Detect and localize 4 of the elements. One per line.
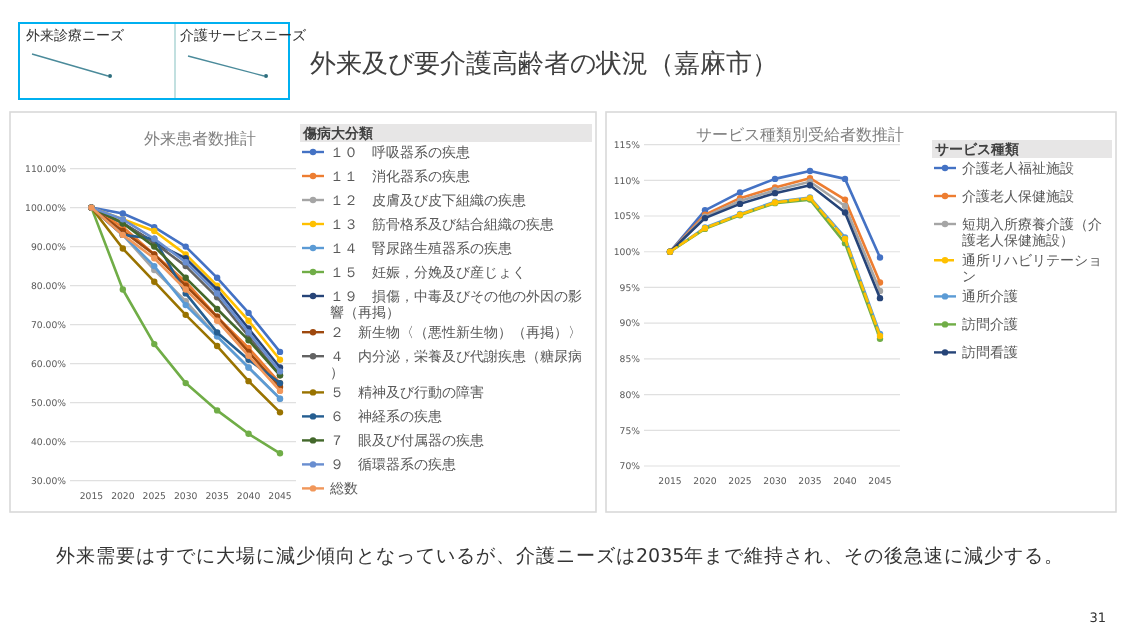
chart-title: サービス種類別受給者数推計 <box>696 126 904 144</box>
chart-title: 外来患者数推計 <box>144 130 256 148</box>
text: 外来及び要介護高齢者の状況（嘉麻市） <box>310 48 778 80</box>
text: 外来需要はすでに大場に減少傾向となっているが、介護ニーズは2035年まで維持され、その後急速に減少する。 <box>56 544 1065 568</box>
